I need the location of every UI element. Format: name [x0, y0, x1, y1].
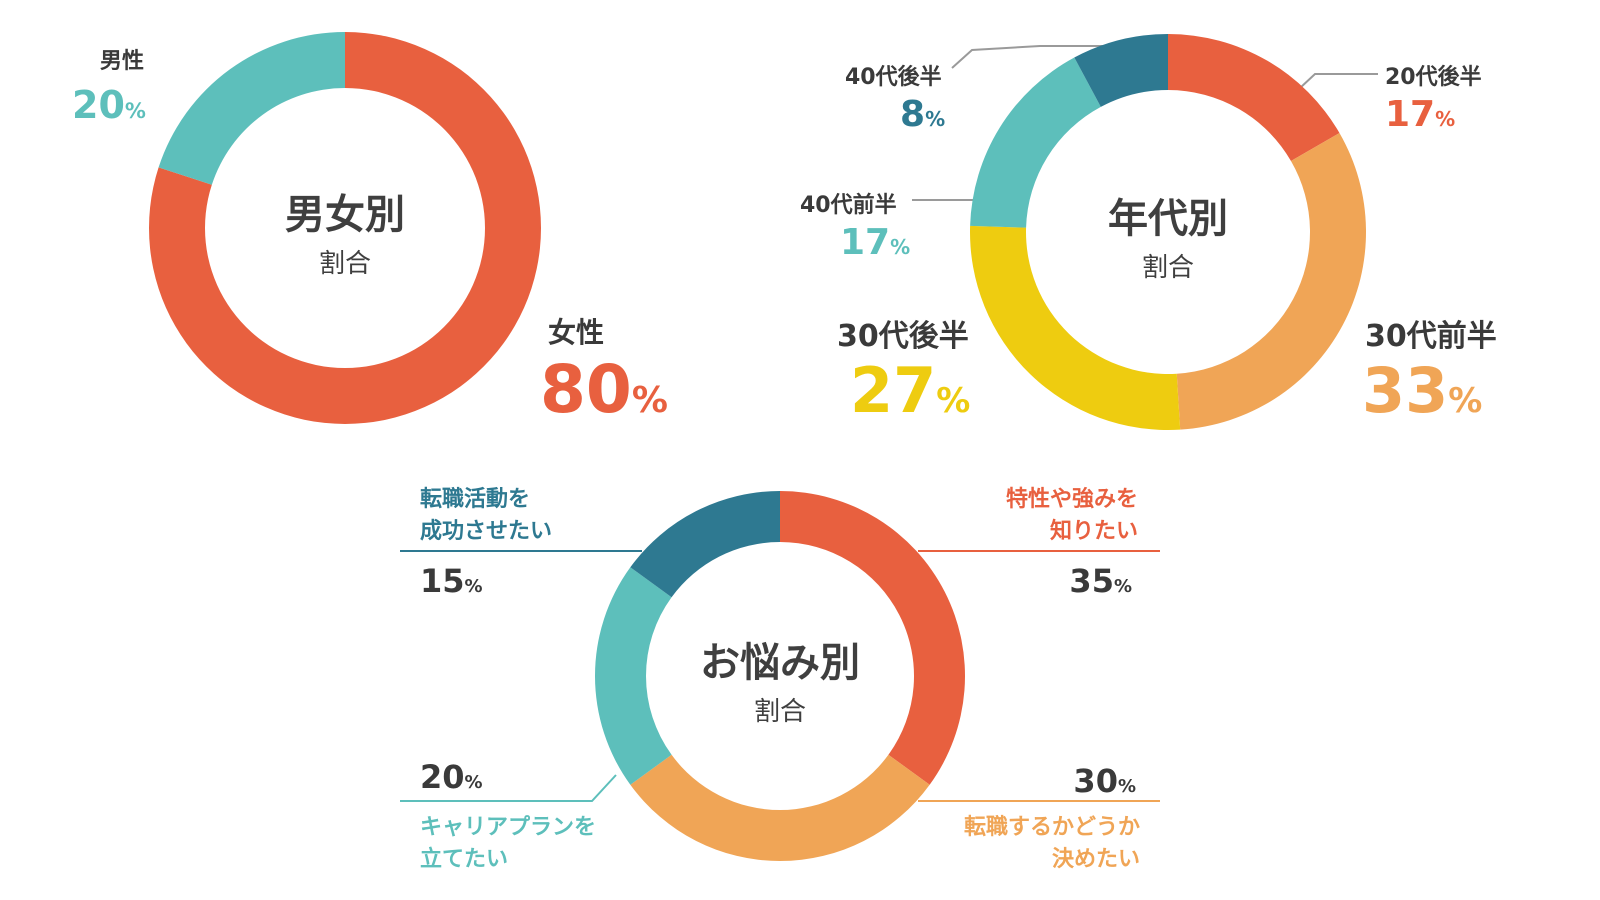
gender-donut	[149, 32, 541, 425]
value-label-1-1: 33%	[1362, 354, 1482, 427]
value-label-2-2: 20%	[420, 758, 483, 796]
category-label-1-4: 40代後半	[845, 64, 942, 90]
slice-1-4	[1074, 34, 1168, 107]
slice-2-0	[780, 491, 965, 785]
worries-donut	[595, 491, 965, 861]
value-label-2-1: 30%	[1073, 762, 1136, 800]
leader-line	[1299, 73, 1378, 89]
worries-chart-title: お悩み別	[700, 640, 860, 686]
category-label-2-2: 立てたい	[420, 846, 508, 872]
slice-0-1	[158, 32, 345, 185]
slice-2-2	[595, 567, 672, 785]
worries-chart-subtitle: 割合	[754, 697, 806, 727]
leader-line	[951, 45, 1118, 69]
slice-2-1	[630, 754, 930, 861]
category-label-2-0: 特性や強みを	[1006, 486, 1138, 512]
age-chart-title: 年代別	[1108, 196, 1228, 242]
age-chart-subtitle: 割合	[1142, 253, 1194, 283]
age-donut	[970, 34, 1366, 430]
value-label-0-1: 20%	[72, 83, 146, 127]
category-label-0-0: 女性	[548, 316, 604, 349]
category-label-0-1: 男性	[100, 49, 144, 74]
category-label-2-0: 知りたい	[1050, 518, 1138, 544]
value-label-0-0: 80%	[540, 351, 668, 428]
value-label-2-3: 15%	[420, 562, 483, 600]
slice-2-3	[630, 491, 780, 598]
value-label-1-2: 27%	[850, 354, 970, 427]
slice-1-1	[1176, 133, 1366, 430]
category-label-2-1: 転職するかどうか	[964, 814, 1140, 840]
gender-chart-title: 男女別	[285, 192, 405, 238]
category-label-1-1: 30代前半	[1365, 319, 1497, 354]
slice-1-0	[1168, 34, 1340, 161]
category-label-2-3: 転職活動を	[420, 486, 530, 512]
worries-leader-lines	[400, 550, 1160, 802]
slice-1-3	[970, 57, 1101, 228]
category-label-1-3: 40代前半	[800, 192, 897, 218]
category-label-1-2: 30代後半	[837, 319, 969, 354]
value-label-1-0: 17%	[1385, 94, 1455, 135]
value-label-2-0: 35%	[1069, 562, 1132, 600]
category-label-2-1: 決めたい	[1052, 847, 1140, 872]
category-label-2-3: 成功させたい	[420, 519, 552, 544]
leader-line	[400, 774, 617, 802]
value-label-1-4: 8%	[900, 94, 945, 135]
category-label-1-0: 20代後半	[1385, 64, 1482, 90]
category-label-2-2: キャリアプランを	[420, 815, 596, 840]
gender-chart-subtitle: 割合	[319, 249, 371, 279]
slice-1-2	[970, 225, 1181, 430]
value-label-1-3: 17%	[840, 222, 910, 263]
